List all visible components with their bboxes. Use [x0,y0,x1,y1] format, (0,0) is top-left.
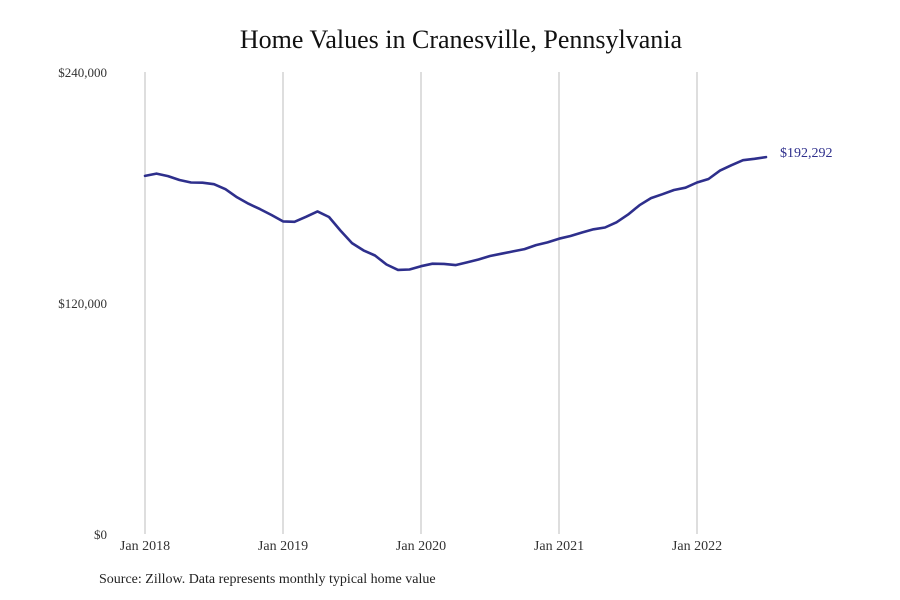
home-value-line [143,155,768,272]
x-axis-tick-labels: Jan 2018 Jan 2019 Jan 2020 Jan 2021 Jan 2022 [120,539,722,554]
chart-source-note: Source: Zillow. Data represents monthly … [99,572,436,587]
y-axis-tick-labels: $0 $120,000 $240,000 [58,65,107,542]
y-tick-label: $0 [94,527,107,542]
end-value-label: $192,292 [780,146,833,161]
chart-title: Home Values in Cranesville, Pennsylvania [239,25,683,54]
x-tick-label: Jan 2020 [396,539,446,554]
series-layer: $192,292 [143,146,833,272]
vertical-gridlines [144,72,698,534]
y-tick-label: $240,000 [58,65,107,80]
y-tick-label: $120,000 [58,296,107,311]
x-tick-label: Jan 2021 [534,539,584,554]
x-tick-label: Jan 2022 [672,539,722,554]
x-tick-label: Jan 2018 [120,539,170,554]
x-tick-label: Jan 2019 [258,539,308,554]
